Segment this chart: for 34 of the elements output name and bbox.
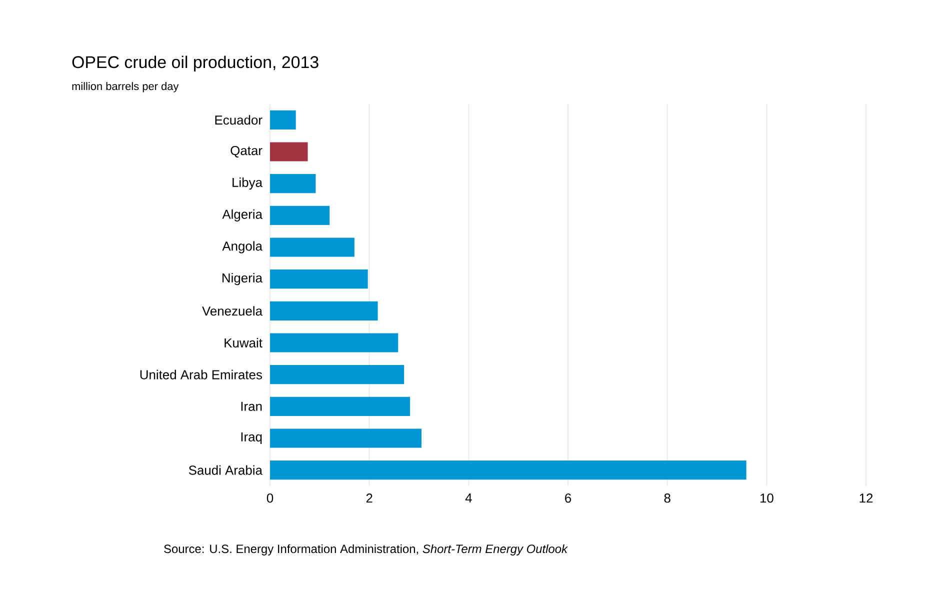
text: million barrels per day <box>72 82 179 92</box>
bar <box>270 110 296 130</box>
bar <box>270 333 398 352</box>
bar <box>270 396 410 416</box>
y-tick-label: Venezuela <box>202 306 262 316</box>
bar <box>270 460 746 480</box>
bar <box>270 428 422 448</box>
x-tick-label: 2 <box>366 494 372 503</box>
y-tick-label: Ecuador <box>215 115 262 125</box>
y-tick-label: United Arab Emirates <box>140 370 262 380</box>
y-tick-label: Iraq <box>241 432 262 444</box>
bar <box>270 206 330 225</box>
y-tick-label: Saudi Arabia <box>188 465 262 475</box>
x-tick-label: 4 <box>465 494 472 502</box>
chart-title: OPEC crude oil production, 2013 <box>72 56 318 72</box>
y-tick-label: Qatar <box>230 146 262 158</box>
bar <box>270 142 308 162</box>
bar <box>270 174 316 194</box>
y-tick-label: Libya <box>232 178 262 190</box>
y-tick-label: Angola <box>222 241 262 254</box>
bar <box>270 270 368 289</box>
x-tick-label: 8 <box>664 494 670 503</box>
x-tick-label: 10 <box>760 494 774 503</box>
bar <box>270 365 404 384</box>
bar <box>270 301 378 320</box>
source-note: Source: U.S. Energy Information Administration, Short-Term Energy Outlook <box>164 544 568 556</box>
y-tick-label: Iran <box>241 402 262 411</box>
y-tick-label: Kuwait <box>224 338 262 348</box>
y-tick-label: Algeria <box>222 209 262 222</box>
x-tick-label: 12 <box>860 494 873 503</box>
y-tick-label: Nigeria <box>222 273 262 286</box>
x-tick-label: 0 <box>266 494 274 503</box>
x-tick-label: 6 <box>565 494 572 503</box>
bar <box>270 238 354 257</box>
